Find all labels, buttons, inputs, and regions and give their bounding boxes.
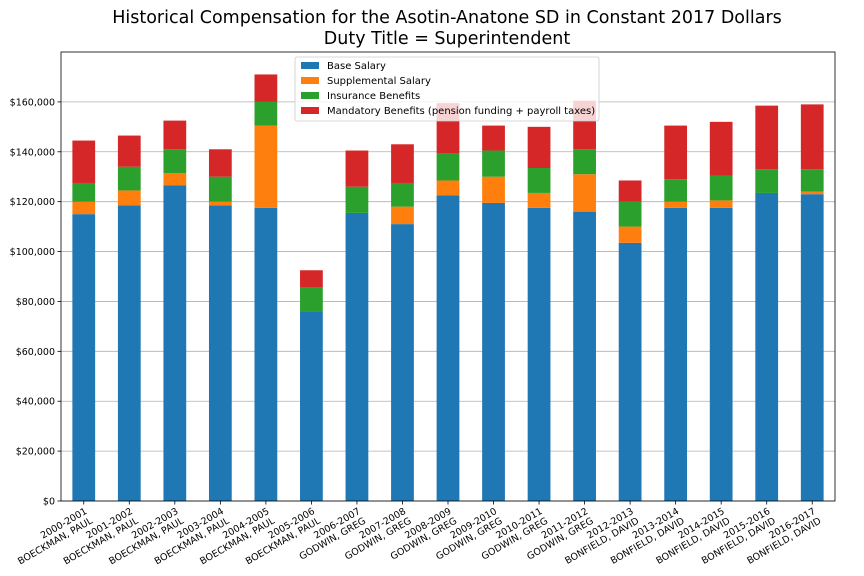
legend-label: Base Salary (327, 61, 386, 72)
y-axis-ticks: $0 $20,000 $40,000 $60,000 $80,000 $100,000 $1… (10, 97, 61, 508)
bar-segment (618, 226, 642, 243)
bar-segment (482, 125, 505, 151)
bar-segment (436, 153, 460, 181)
bar-segment (573, 174, 596, 212)
bar-segment (208, 201, 232, 206)
bar-segment (664, 179, 688, 202)
bar-segment (482, 150, 505, 177)
y-tick-label: $80,000 (16, 297, 55, 308)
bar-segment (527, 207, 551, 501)
bar-segment (300, 287, 323, 312)
x-axis-ticks: 2000-2001BOECKMAN, PAUL2001-2002BOECKMAN… (16, 501, 823, 567)
bar-segment (618, 201, 642, 227)
legend-box (294, 56, 600, 122)
bar-segment (573, 149, 596, 175)
bar-segment (800, 191, 824, 195)
bar-segment (117, 166, 141, 191)
y-tick-label: $0 (43, 497, 55, 508)
bar-segment (254, 207, 278, 501)
bar-segment (300, 311, 323, 501)
legend-swatch (301, 107, 319, 114)
bar-segment (345, 150, 369, 187)
bar-segment (163, 149, 187, 173)
legend: Base Salary Supplemental Salary Insurance … (294, 56, 600, 122)
bar-segment (391, 206, 414, 225)
bar-segment (664, 201, 688, 208)
bar-segment (254, 74, 278, 102)
bar-segment (800, 104, 824, 170)
bar-segment (72, 214, 96, 501)
bar-segment (755, 105, 779, 170)
bar-segment (436, 180, 460, 196)
bar-segment (664, 125, 688, 180)
bar-segment (527, 192, 551, 208)
bar-segment (709, 207, 733, 501)
bar-segment (208, 176, 232, 202)
bar-segment (208, 205, 232, 502)
y-tick-label: $120,000 (10, 197, 55, 208)
bar-segment (573, 211, 596, 501)
bar-segment (391, 182, 414, 207)
bar-segment (72, 182, 96, 202)
legend-swatch (301, 62, 319, 69)
bar-segment (391, 224, 414, 501)
bars (72, 74, 824, 502)
bar-segment (254, 125, 278, 208)
bar-segment (300, 270, 323, 288)
chart-title: Historical Compensation for the Asotin-A… (112, 8, 782, 28)
bar-segment (117, 205, 141, 502)
y-tick-label: $20,000 (16, 447, 55, 458)
bar-segment (72, 201, 96, 215)
y-tick-label: $140,000 (10, 147, 55, 158)
bar-segment (755, 192, 779, 502)
bar-segment (163, 120, 187, 150)
legend-label: Mandatory Benefits (pension funding + pa… (327, 106, 595, 117)
bar-segment (709, 121, 733, 176)
y-tick-label: $60,000 (16, 347, 55, 358)
legend-swatch (301, 92, 319, 99)
bar-segment (800, 194, 824, 501)
bar-segment (208, 149, 232, 177)
legend-label: Insurance Benefits (327, 91, 420, 102)
y-tick-label: $160,000 (10, 97, 55, 108)
bar-segment (117, 135, 141, 167)
bar-segment (72, 140, 96, 183)
bar-segment (482, 202, 505, 502)
bar-segment (709, 200, 733, 208)
bar-segment (117, 190, 141, 206)
legend-label: Supplemental Salary (327, 76, 431, 87)
bar-segment (618, 242, 642, 501)
bar-segment (800, 169, 824, 192)
legend-swatch (301, 77, 319, 84)
bar-segment (436, 195, 460, 502)
bar-segment (254, 101, 278, 126)
bar-segment (527, 126, 551, 168)
bar-segment (482, 176, 505, 203)
bar-segment (163, 185, 187, 502)
chart-title-block: Historical Compensation for the Asotin-A… (0, 8, 864, 50)
bar-segment (664, 207, 688, 501)
bar-segment (345, 212, 369, 501)
bar-segment (755, 169, 779, 193)
chart-subtitle: Duty Title = Superintendent (323, 29, 571, 49)
bar-segment (527, 167, 551, 193)
bar-segment (391, 144, 414, 183)
bar-segment (345, 186, 369, 213)
bar-segment (709, 175, 733, 201)
y-tick-label: $40,000 (16, 397, 55, 408)
y-tick-label: $100,000 (10, 247, 55, 258)
bar-segment (618, 180, 642, 202)
bar-segment (163, 172, 187, 186)
